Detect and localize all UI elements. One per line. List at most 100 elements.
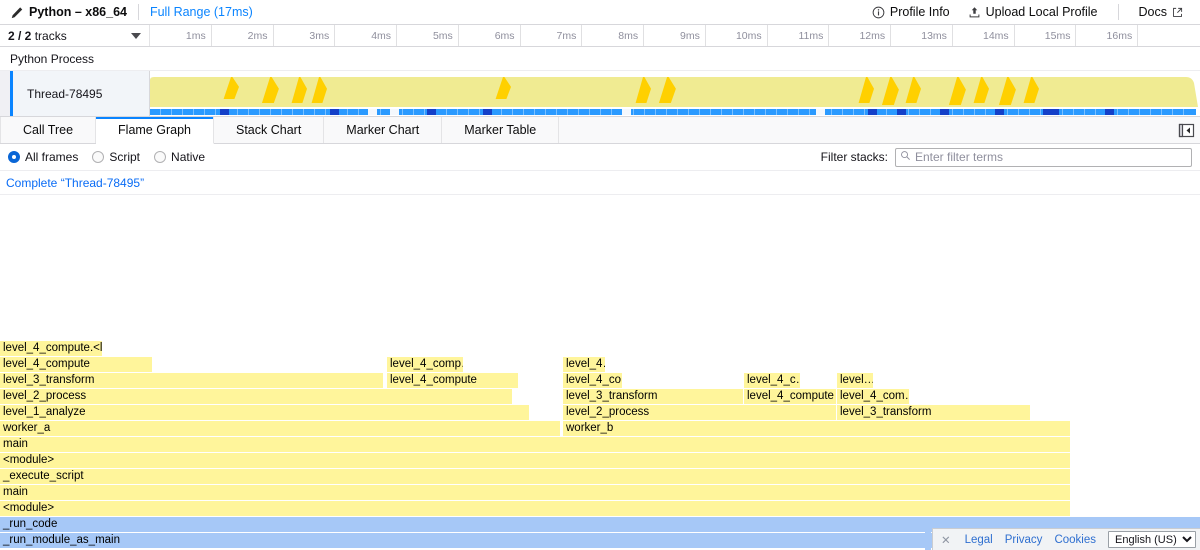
- process-label: Python Process: [10, 51, 95, 66]
- radio-indicator[interactable]: [92, 151, 105, 163]
- breadcrumb: Complete “Thread-78495”: [0, 171, 1200, 195]
- radio-label: Native: [171, 150, 206, 164]
- radio-script[interactable]: Script: [92, 150, 140, 164]
- flame-frame[interactable]: level_4_compute: [0, 357, 152, 372]
- ruler-tick: 11ms: [768, 25, 830, 46]
- flame-frame[interactable]: level_4_c…: [744, 373, 800, 388]
- flame-frame[interactable]: level_3_transform: [837, 405, 1030, 420]
- search-input[interactable]: [915, 150, 1187, 164]
- flame-frame[interactable]: main: [0, 437, 1070, 452]
- flame-frame[interactable]: level_2_process: [0, 389, 512, 404]
- flame-frame[interactable]: _run_code: [0, 517, 1200, 532]
- flame-row: <module>: [0, 453, 1200, 469]
- track-name-text: Thread-78495: [27, 86, 103, 101]
- radio-indicator[interactable]: [8, 151, 20, 163]
- flame-row: level_4_compute.<l…: [0, 341, 1200, 357]
- track-selected-indicator: [10, 71, 13, 116]
- flame-graph-panel[interactable]: level_4_compute.<l…level_4_computelevel_…: [0, 195, 1200, 549]
- ruler-tick: 7ms: [521, 25, 583, 46]
- activity-spike: [970, 77, 989, 103]
- flame-frame[interactable]: <module>: [0, 501, 1070, 516]
- ruler-tick: 2ms: [212, 25, 274, 46]
- info-circle-icon: [872, 6, 885, 19]
- track-count-strong: 2 / 2: [8, 28, 32, 43]
- ruler-tick: 4ms: [335, 25, 398, 46]
- flame-frame[interactable]: level_4_com…: [837, 389, 909, 404]
- sample-ticks-bar: [150, 107, 1200, 115]
- tab-flame-graph[interactable]: Flame Graph: [96, 117, 214, 144]
- legal-link[interactable]: Legal: [964, 533, 993, 546]
- tab-marker-table[interactable]: Marker Table: [442, 117, 560, 143]
- flame-row: worker_a worker_b: [0, 421, 1200, 437]
- flame-row: level_1_analyze level_2_process level_3_tr…: [0, 405, 1200, 421]
- docs-button[interactable]: Docs: [1130, 2, 1192, 22]
- ruler-tick: 10ms: [706, 25, 768, 46]
- sidebar-toggle-icon[interactable]: [1172, 117, 1200, 143]
- flame-frame[interactable]: level_4_co…: [563, 373, 622, 388]
- language-select[interactable]: English (US): [1108, 531, 1196, 548]
- upload-icon: [968, 6, 981, 19]
- cookies-link[interactable]: Cookies: [1054, 533, 1096, 546]
- activity-spike: [1020, 77, 1039, 103]
- profile-info-button[interactable]: Profile Info: [863, 2, 959, 22]
- tab-label: Flame Graph: [118, 123, 191, 137]
- footer-accent-bar: [924, 528, 931, 550]
- flame-frame[interactable]: worker_a: [0, 421, 560, 436]
- profile-info-label: Profile Info: [889, 5, 950, 19]
- thread-track-row[interactable]: Thread-78495: [0, 71, 1200, 117]
- flame-row: _execute_script: [0, 469, 1200, 485]
- tab-stack-chart[interactable]: Stack Chart: [213, 117, 325, 143]
- flame-frame[interactable]: level_4_comp…: [387, 357, 463, 372]
- activity-spike: [902, 77, 921, 103]
- tab-bar: Call Tree Flame Graph Stack Chart Marker Ch…: [0, 117, 1200, 144]
- top-bar-divider-2: [1117, 4, 1119, 20]
- flame-frame[interactable]: <module>: [0, 453, 1070, 468]
- flame-frame[interactable]: level_4_compute: [744, 389, 836, 404]
- flame-frame[interactable]: _execute_script: [0, 469, 1070, 484]
- close-icon[interactable]: ✕: [940, 534, 951, 547]
- flame-graph-canvas: level_4_compute.<l…level_4_computelevel_…: [0, 341, 1200, 549]
- flame-frame[interactable]: [504, 373, 518, 388]
- top-bar-right: Profile Info Upload Local Profile Docs: [863, 2, 1192, 22]
- track-name-label[interactable]: Thread-78495: [13, 71, 150, 116]
- flame-frame[interactable]: level_2_process: [563, 405, 836, 420]
- thread-activity-graph[interactable]: [150, 71, 1200, 116]
- radio-native[interactable]: Native: [154, 150, 205, 164]
- ruler-tick: 6ms: [459, 25, 521, 46]
- full-range-link[interactable]: Full Range (17ms): [149, 5, 253, 19]
- top-bar: Python – x86_64 Full Range (17ms) Profil…: [0, 0, 1200, 25]
- top-bar-divider: [137, 4, 139, 20]
- breadcrumb-item-complete-thread[interactable]: Complete “Thread-78495”: [6, 175, 145, 190]
- radio-all-frames[interactable]: All frames: [8, 150, 78, 164]
- privacy-link[interactable]: Privacy: [1004, 533, 1043, 546]
- tab-marker-chart[interactable]: Marker Chart: [324, 117, 443, 143]
- flame-frame[interactable]: level…: [837, 373, 873, 388]
- search-icon: [900, 150, 911, 164]
- tab-label: Marker Table: [464, 123, 537, 137]
- ruler-tick: 3ms: [274, 25, 336, 46]
- radio-indicator[interactable]: [154, 151, 167, 163]
- flame-frame[interactable]: level_1_analyze: [0, 405, 529, 420]
- pencil-icon[interactable]: [10, 6, 24, 20]
- timeline-ruler[interactable]: 1ms 2ms 3ms 4ms 5ms 6ms 7ms 8ms 9ms 10ms 11ms 12ms 1…: [150, 25, 1200, 46]
- tab-call-tree[interactable]: Call Tree: [0, 117, 97, 143]
- flame-frame[interactable]: level_4_compute.<l…: [0, 341, 102, 356]
- chevron-down-icon[interactable]: [131, 32, 141, 39]
- filter-stacks-box[interactable]: [895, 147, 1192, 167]
- flame-frame[interactable]: main: [0, 485, 1070, 500]
- activity-spike: [995, 77, 1016, 105]
- flame-frame[interactable]: level_4_compute: [387, 373, 504, 388]
- flame-frame[interactable]: level_3_transform: [563, 389, 743, 404]
- track-selector-button[interactable]: 2 / 2 tracks: [0, 25, 150, 46]
- activity-spike: [258, 77, 279, 103]
- upload-local-profile-label: Upload Local Profile: [985, 5, 1098, 19]
- upload-local-profile-button[interactable]: Upload Local Profile: [959, 2, 1107, 22]
- flame-frame[interactable]: worker_b: [563, 421, 1070, 436]
- flame-frame[interactable]: level_4…: [563, 357, 605, 372]
- flame-frame[interactable]: _run_module_as_main: [0, 533, 1200, 548]
- flame-frame[interactable]: level_3_transform: [0, 373, 383, 388]
- profile-name[interactable]: Python – x86_64: [29, 5, 127, 19]
- flame-row: main: [0, 485, 1200, 501]
- process-row: Python Process: [0, 47, 1200, 71]
- radio-label: All frames: [25, 150, 79, 164]
